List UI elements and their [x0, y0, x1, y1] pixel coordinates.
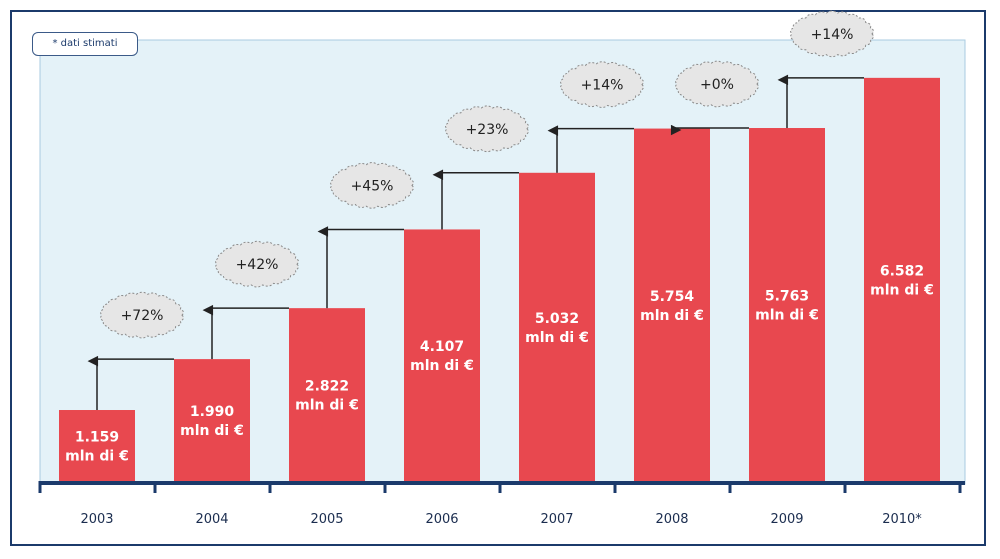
- bar-2007: [519, 172, 595, 482]
- x-tick-label: 2008: [655, 512, 688, 527]
- x-tick-label: 2009: [770, 512, 803, 527]
- estimated-data-note: * dati stimati: [32, 32, 138, 56]
- growth-label: +45%: [351, 178, 394, 194]
- x-tick-label: 2006: [425, 512, 458, 527]
- bar-value-label: 5.763: [765, 289, 809, 305]
- bar-2010*: [864, 77, 940, 481]
- growth-label: +42%: [236, 257, 279, 273]
- growth-bubble: [100, 291, 184, 339]
- bar-value-label: 5.754: [650, 289, 695, 305]
- bar-unit-label: mln di €: [295, 398, 359, 414]
- bar-2006: [404, 229, 480, 481]
- growth-bubble: [215, 240, 299, 288]
- bar-value-label: 5.032: [535, 311, 579, 327]
- bar-unit-label: mln di €: [410, 358, 474, 374]
- bar-2005: [289, 308, 365, 481]
- bar-2003: [59, 410, 135, 481]
- growth-bubble: [560, 61, 644, 108]
- bar-unit-label: mln di €: [870, 282, 934, 298]
- x-tick-label: 2003: [80, 512, 113, 527]
- bar-value-label: 1.990: [190, 404, 235, 420]
- bar-value-label: 1.159: [75, 430, 119, 446]
- growth-label: +0%: [700, 77, 734, 93]
- growth-label: +14%: [811, 27, 854, 43]
- bar-unit-label: mln di €: [640, 308, 704, 324]
- bar-2004: [174, 359, 250, 481]
- growth-label: +23%: [466, 122, 509, 138]
- x-tick-label: 2007: [540, 512, 573, 527]
- growth-bubble: [790, 10, 874, 58]
- x-tick-label: 2004: [195, 512, 228, 527]
- growth-bubble: [330, 162, 414, 209]
- growth-bubble: [675, 60, 759, 108]
- growth-label: +14%: [581, 78, 624, 94]
- x-tick-label: 2010*: [882, 512, 922, 527]
- bar-value-label: 4.107: [420, 339, 464, 355]
- bar-2009: [749, 128, 825, 482]
- bar-unit-label: mln di €: [525, 330, 589, 346]
- bar-value-label: 6.582: [880, 263, 924, 279]
- growth-label: +72%: [121, 308, 164, 324]
- bar-unit-label: mln di €: [755, 308, 819, 324]
- bar-unit-label: mln di €: [180, 423, 244, 439]
- growth-bubble: [445, 105, 529, 153]
- bar-value-label: 2.822: [305, 379, 349, 395]
- bar-unit-label: mln di €: [65, 449, 129, 465]
- bar-2008: [634, 128, 710, 481]
- x-tick-label: 2005: [310, 512, 343, 527]
